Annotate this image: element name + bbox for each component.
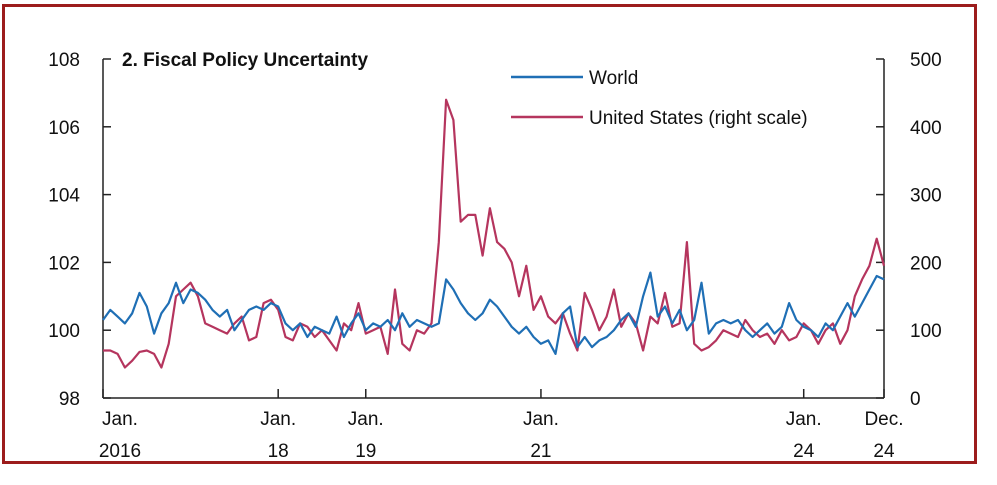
x-tick-label: Jan. [260, 409, 296, 430]
axes: 98 100 102 104 106 108 0 100 200 300 400 500 Jan. 201… [48, 50, 941, 462]
x-tick-label: Jan. [102, 409, 138, 430]
x-tick-label: 21 [530, 441, 551, 462]
x-tick-label: 2016 [99, 441, 141, 462]
left-tick-label: 106 [48, 118, 80, 139]
left-tick-label: 104 [48, 186, 80, 207]
right-tick-label: 500 [910, 50, 942, 71]
x-tick-label: Jan. [523, 409, 559, 430]
right-tick-label: 100 [910, 321, 942, 342]
series-line-united-states [103, 98, 886, 369]
right-tick-label: 400 [910, 118, 942, 139]
x-tick-label: 18 [268, 441, 289, 462]
right-tick-label: 200 [910, 253, 942, 274]
right-tick-label: 0 [910, 389, 921, 410]
x-tick-label: Jan. [786, 409, 822, 430]
legend-label-us: United States (right scale) [589, 108, 808, 129]
legend-label-world: World [589, 68, 638, 89]
chart-title: 2. Fiscal Policy Uncertainty [122, 50, 368, 71]
x-tick-label: 24 [793, 441, 815, 462]
chart-frame [2, 4, 977, 464]
legend: World United States (right scale) [511, 68, 808, 129]
series-line-world [102, 271, 885, 355]
left-tick-label: 102 [48, 253, 80, 274]
x-tick-label: 24 [873, 441, 895, 462]
series-lines [102, 98, 886, 369]
left-tick-label: 98 [59, 389, 80, 410]
x-tick-label: 19 [355, 441, 376, 462]
x-tick-label: Jan. [348, 409, 384, 430]
left-tick-label: 108 [48, 50, 80, 71]
right-tick-label: 300 [910, 186, 942, 207]
x-tick-label: Dec. [864, 409, 903, 430]
left-tick-label: 100 [48, 321, 80, 342]
